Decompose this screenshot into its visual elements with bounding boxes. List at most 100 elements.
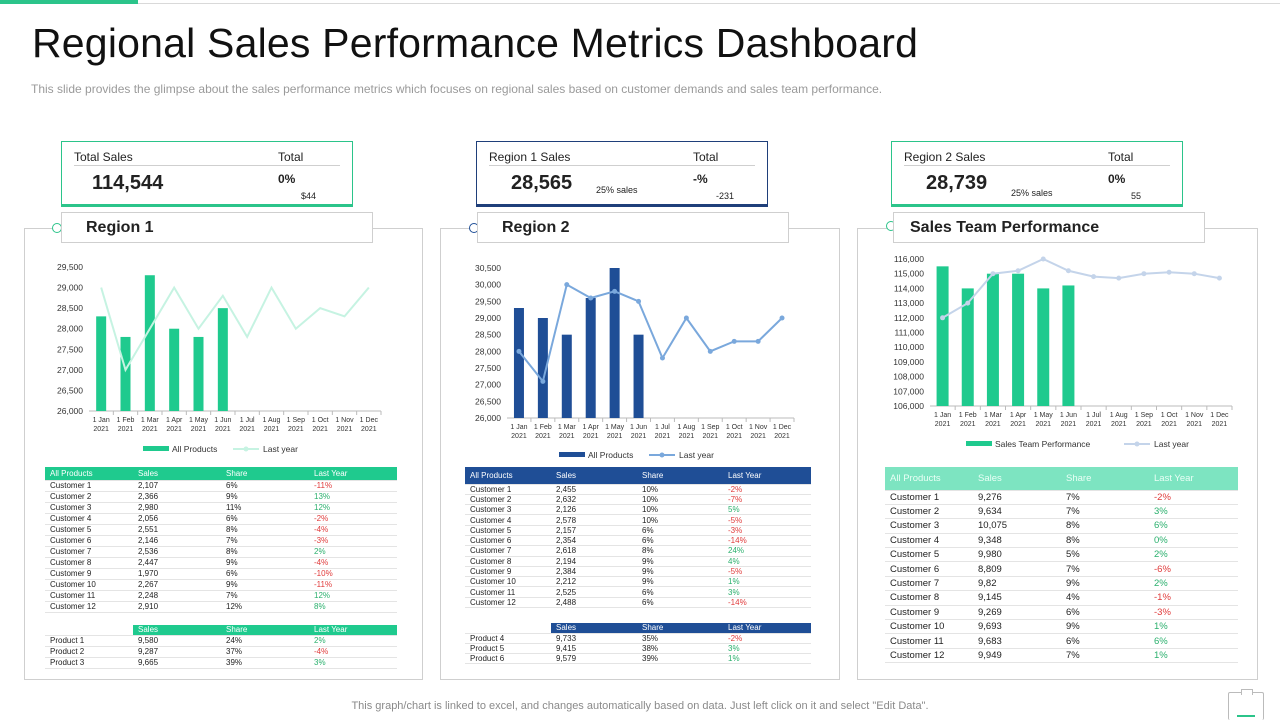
table-cell: 6%: [637, 535, 723, 547]
line-point: [612, 288, 618, 294]
x-tick-label: 2021: [142, 426, 158, 433]
x-tick-label: 2021: [750, 433, 766, 440]
col-header: Last Year: [723, 623, 811, 634]
kpi-card-region1-sales: Region 1 Sales Total 28,565 25% sales -%…: [476, 141, 768, 207]
y-tick-label: 108,000: [893, 372, 924, 382]
last-year-cell: -11%: [309, 480, 397, 492]
last-year-cell: 13%: [309, 491, 397, 503]
bar: [1012, 273, 1025, 406]
col-header: Last Year: [309, 625, 397, 636]
row-label: Customer 6: [465, 535, 551, 547]
x-tick-label: 2021: [559, 433, 575, 440]
legend-label: All Products: [588, 450, 633, 460]
table-row: Customer 9 2,384 9% -5%: [465, 566, 811, 578]
table-row: Customer 1 2,455 10% -2%: [465, 484, 811, 495]
table-row: Customer 10 2,212 9% 1%: [465, 576, 811, 588]
table-cell: 2,194: [551, 556, 637, 567]
table-cell: 2,551: [133, 524, 221, 536]
table-cell: 2,354: [551, 535, 637, 547]
table-cell: 10,075: [973, 518, 1061, 534]
x-tick-label: 1 May: [189, 417, 209, 424]
y-tick-label: 28,000: [57, 324, 83, 334]
table-cell: 2,146: [133, 535, 221, 547]
legend-bar-swatch: [143, 446, 169, 451]
x-tick-label: 2021: [679, 433, 695, 440]
y-tick-label: 28,500: [475, 330, 501, 340]
x-tick-label: 1 Dec: [360, 417, 379, 424]
line-point: [1166, 269, 1172, 275]
table-row: Customer 1 9,276 7% -2%: [885, 490, 1238, 505]
row-label: Customer 12: [465, 597, 551, 609]
bar: [1062, 285, 1075, 406]
table-cell: 2,366: [133, 491, 221, 503]
region1-panel: 26,000 26,500 27,000 27,500 28,000 28,500 29,0…: [24, 228, 423, 680]
table-cell: 10%: [637, 514, 723, 526]
row-label: Customer 6: [885, 561, 973, 577]
col-header: Share: [1061, 467, 1149, 491]
row-label: Customer 3: [45, 502, 133, 514]
col-header: All Products: [45, 467, 133, 481]
line-point: [1015, 268, 1021, 274]
last-year-cell: -10%: [309, 568, 397, 580]
line-point: [965, 300, 971, 306]
kpi-value: 28,565: [511, 172, 573, 194]
table-cell: 2,267: [133, 579, 221, 591]
x-tick-label: 2021: [1086, 421, 1102, 428]
last-year-cell: 1%: [723, 576, 811, 588]
line-point: [1141, 271, 1147, 277]
y-tick-label: 110,000: [894, 342, 924, 352]
row-label: Customer 10: [465, 576, 551, 588]
row-label: Customer 9: [885, 605, 973, 621]
sales-team-customer-table: All Products Sales Share Last Year Custo…: [885, 467, 1238, 664]
x-tick-label: 1 Mar: [558, 424, 577, 431]
x-tick-label: 2021: [535, 433, 551, 440]
last-year-cell: 12%: [309, 502, 397, 514]
y-tick-label: 26,500: [57, 385, 83, 395]
table-cell: 9%: [637, 556, 723, 567]
y-tick-label: 29,000: [57, 283, 83, 293]
x-tick-label: 1 Dec: [1210, 412, 1229, 419]
line-point: [564, 282, 570, 288]
table-row: Customer 3 10,075 8% 6%: [885, 518, 1238, 534]
region2-product-table: Sales Share Last Year Product 4 9,733 35% -…: [465, 623, 811, 665]
x-tick-label: 1 Dec: [773, 424, 792, 431]
table-row: Customer 2 2,632 10% -7%: [465, 494, 811, 506]
x-tick-label: 2021: [264, 426, 280, 433]
last-year-cell: -7%: [723, 494, 811, 506]
row-label: Product 6: [465, 653, 551, 665]
table-cell: 6%: [637, 586, 723, 598]
x-tick-label: 2021: [1136, 421, 1152, 428]
bar: [169, 328, 180, 411]
x-tick-label: 1 Oct: [726, 424, 743, 431]
line-point: [1065, 268, 1071, 274]
x-tick-label: 1 Mar: [984, 412, 1003, 419]
kpi-delta: -231: [716, 191, 735, 201]
last-year-cell: 4%: [723, 556, 811, 567]
row-label: Customer 6: [45, 535, 133, 547]
kpi-card-total-sales: Total Sales Total 114,544 0% $44: [61, 141, 353, 207]
clipboard-icon: [1228, 689, 1264, 720]
table-cell: 2,578: [551, 514, 637, 526]
table-row: Customer 6 2,146 7% -3%: [45, 535, 397, 547]
table-row: Customer 10 9,693 9% 1%: [885, 619, 1238, 635]
col-header-blank: [465, 623, 551, 634]
table-cell: 9,82: [973, 576, 1061, 592]
table-cell: 39%: [221, 657, 309, 669]
last-year-cell: -4%: [309, 524, 397, 536]
row-label: Customer 2: [885, 504, 973, 520]
kpi-percent: 0%: [278, 172, 296, 186]
last-year-cell: 1%: [1149, 619, 1238, 635]
table-cell: 9%: [221, 579, 309, 591]
table-cell: 24%: [221, 635, 309, 647]
y-tick-label: 115,000: [894, 269, 924, 279]
table-cell: 1,970: [133, 568, 221, 580]
table-cell: 2,632: [551, 494, 637, 506]
table-row: Customer 3 2,126 10% 5%: [465, 504, 811, 516]
row-label: Customer 4: [45, 513, 133, 525]
x-tick-label: 1 Sep: [1135, 412, 1153, 419]
legend-bar-swatch: [966, 441, 992, 446]
kpi-share: 25% sales: [596, 185, 638, 195]
last-year-cell: 2%: [1149, 576, 1238, 592]
last-year-cell: 0%: [1149, 533, 1238, 549]
y-tick-label: 29,000: [475, 313, 501, 323]
